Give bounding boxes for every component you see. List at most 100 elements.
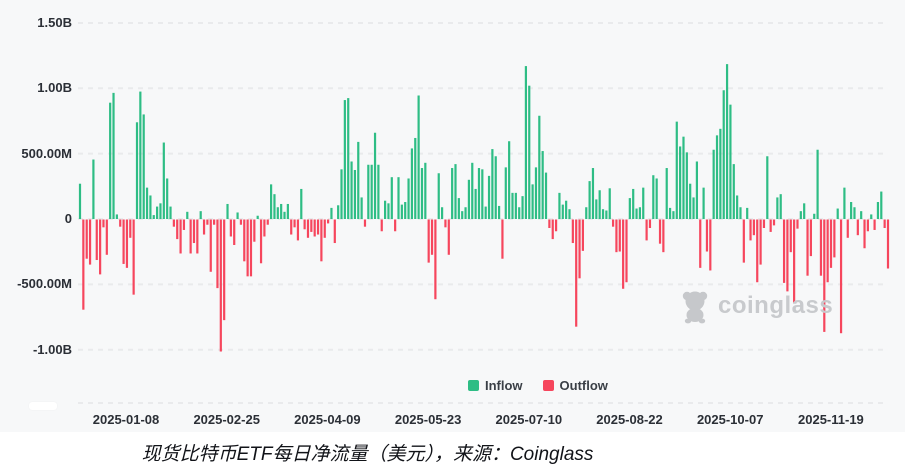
chart-range-handle[interactable] — [29, 402, 57, 410]
outflow-bar[interactable] — [290, 219, 293, 235]
inflow-bar[interactable] — [414, 137, 417, 219]
outflow-bar[interactable] — [501, 219, 504, 259]
inflow-bar[interactable] — [531, 184, 534, 219]
outflow-bar[interactable] — [303, 219, 306, 230]
outflow-bar[interactable] — [625, 219, 628, 283]
outflow-bar[interactable] — [578, 219, 581, 279]
outflow-bar[interactable] — [839, 219, 843, 334]
inflow-bar[interactable] — [481, 169, 484, 219]
inflow-bar[interactable] — [437, 173, 440, 219]
inflow-bar[interactable] — [588, 181, 591, 219]
inflow-bar[interactable] — [876, 202, 880, 219]
outflow-bar[interactable] — [886, 219, 890, 269]
outflow-bar[interactable] — [176, 219, 179, 240]
outflow-bar[interactable] — [216, 219, 219, 289]
inflow-bar[interactable] — [870, 214, 873, 219]
outflow-bar[interactable] — [866, 219, 869, 232]
inflow-bar[interactable] — [109, 102, 112, 219]
outflow-bar[interactable] — [206, 219, 209, 225]
inflow-bar[interactable] — [746, 207, 749, 219]
inflow-bar[interactable] — [424, 162, 427, 219]
inflow-bar[interactable] — [692, 197, 695, 219]
outflow-bar[interactable] — [709, 219, 712, 271]
inflow-bar[interactable] — [685, 152, 688, 219]
outflow-bar[interactable] — [793, 219, 796, 303]
inflow-bar[interactable] — [78, 183, 82, 219]
outflow-bar[interactable] — [263, 219, 266, 237]
inflow-bar[interactable] — [558, 192, 561, 219]
inflow-bar[interactable] — [357, 141, 360, 219]
inflow-bar[interactable] — [300, 188, 303, 219]
outflow-bar[interactable] — [752, 219, 755, 236]
inflow-bar[interactable] — [836, 208, 839, 219]
inflow-bar[interactable] — [347, 98, 350, 219]
inflow-bar[interactable] — [843, 187, 846, 219]
outflow-bar[interactable] — [742, 219, 745, 263]
outflow-bar[interactable] — [759, 219, 762, 265]
outflow-bar[interactable] — [99, 219, 102, 275]
outflow-bar[interactable] — [551, 219, 554, 240]
inflow-bar[interactable] — [112, 92, 115, 219]
inflow-bar[interactable] — [169, 206, 172, 219]
inflow-bar[interactable] — [766, 156, 769, 219]
inflow-bar[interactable] — [695, 161, 698, 219]
inflow-bar[interactable] — [337, 205, 340, 219]
outflow-bar[interactable] — [434, 219, 437, 300]
inflow-bar[interactable] — [598, 190, 601, 219]
outflow-bar[interactable] — [786, 219, 789, 292]
outflow-bar[interactable] — [105, 219, 108, 255]
inflow-bar[interactable] — [461, 211, 464, 219]
inflow-bar[interactable] — [682, 136, 685, 219]
inflow-bar[interactable] — [538, 115, 541, 219]
inflow-bar[interactable] — [484, 206, 487, 219]
outflow-bar[interactable] — [306, 219, 310, 238]
inflow-bar[interactable] — [860, 211, 863, 219]
inflow-bar[interactable] — [166, 178, 169, 219]
inflow-bar[interactable] — [813, 213, 816, 219]
outflow-bar[interactable] — [243, 219, 246, 262]
outflow-bar[interactable] — [430, 219, 434, 255]
outflow-bar[interactable] — [82, 219, 85, 310]
inflow-bar[interactable] — [330, 207, 333, 219]
legend-item-inflow[interactable]: Inflow — [468, 378, 523, 393]
inflow-bar[interactable] — [404, 202, 407, 219]
outflow-bar[interactable] — [293, 219, 296, 228]
inflow-bar[interactable] — [464, 207, 467, 219]
outflow-bar[interactable] — [762, 219, 766, 229]
inflow-bar[interactable] — [504, 167, 507, 219]
inflow-bar[interactable] — [568, 209, 571, 219]
inflow-bar[interactable] — [273, 194, 276, 219]
inflow-bar[interactable] — [343, 100, 346, 219]
outflow-bar[interactable] — [575, 219, 578, 327]
inflow-bar[interactable] — [400, 204, 403, 219]
inflow-bar[interactable] — [115, 214, 118, 219]
outflow-bar[interactable] — [249, 219, 253, 277]
outflow-bar[interactable] — [756, 219, 759, 283]
inflow-bar[interactable] — [799, 211, 802, 219]
inflow-bar[interactable] — [679, 146, 682, 219]
inflow-bar[interactable] — [534, 167, 538, 219]
outflow-bar[interactable] — [662, 219, 665, 253]
outflow-bar[interactable] — [823, 219, 826, 332]
inflow-bar[interactable] — [145, 187, 149, 219]
outflow-bar[interactable] — [789, 219, 792, 253]
inflow-bar[interactable] — [370, 164, 373, 219]
inflow-bar[interactable] — [186, 211, 189, 219]
inflow-bar[interactable] — [467, 179, 471, 219]
outflow-bar[interactable] — [749, 219, 752, 241]
outflow-bar[interactable] — [88, 219, 92, 265]
outflow-bar[interactable] — [769, 219, 772, 232]
outflow-bar[interactable] — [782, 219, 786, 283]
inflow-bar[interactable] — [816, 149, 819, 219]
outflow-bar[interactable] — [618, 219, 621, 252]
outflow-bar[interactable] — [122, 219, 125, 264]
inflow-bar[interactable] — [729, 104, 732, 219]
inflow-bar[interactable] — [384, 200, 387, 219]
inflow-bar[interactable] — [420, 168, 424, 219]
outflow-bar[interactable] — [132, 219, 135, 295]
outflow-bar[interactable] — [648, 219, 652, 229]
inflow-bar[interactable] — [779, 194, 782, 219]
outflow-bar[interactable] — [313, 219, 316, 237]
inflow-bar[interactable] — [853, 207, 856, 219]
outflow-bar[interactable] — [863, 219, 866, 249]
